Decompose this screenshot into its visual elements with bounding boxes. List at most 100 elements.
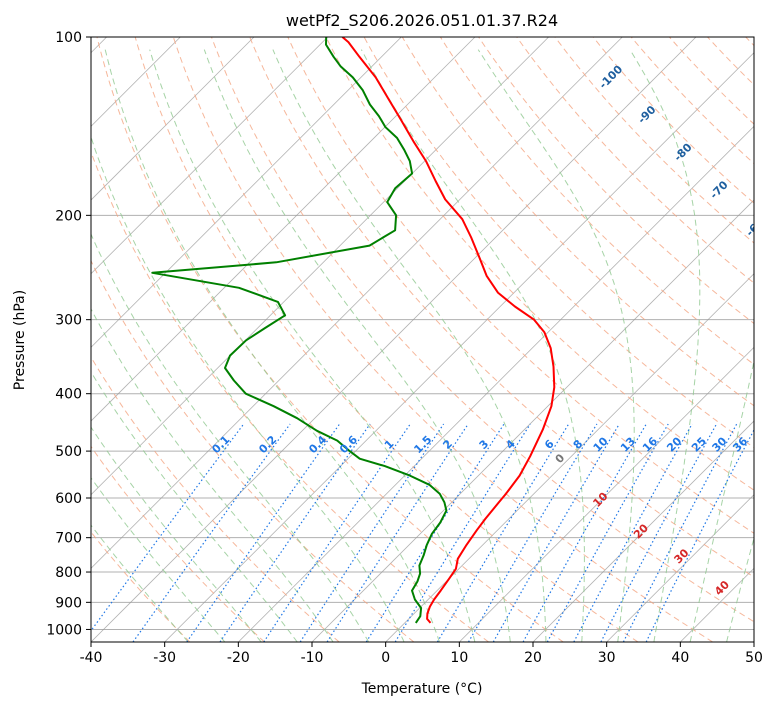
dry-adiabat-line	[91, 445, 265, 642]
x-tick-label: 10	[450, 650, 468, 666]
moist-adiabat-line	[91, 370, 298, 642]
mixing-ratio-line	[365, 423, 505, 642]
isotherm-line	[311, 199, 754, 642]
dry-adiabat-label: -100	[597, 63, 626, 92]
mixing-ratio-label: 0.1	[209, 433, 232, 456]
dry-adiabat-line	[211, 37, 754, 623]
mixing-ratio-line	[186, 423, 341, 642]
isotherm-line	[606, 494, 754, 642]
isotherm-line	[385, 273, 754, 642]
isotherm-line	[91, 37, 697, 642]
mixing-ratio-line	[645, 428, 754, 642]
moist-adiabat-line	[91, 524, 189, 642]
y-tick-label: 500	[55, 444, 82, 460]
moist-adiabat-line	[272, 49, 547, 642]
mixing-ratio-line	[622, 423, 738, 642]
dry-adiabat-line	[401, 37, 754, 407]
mixing-ratio-label: 8	[571, 437, 586, 452]
dry-adiabat-line	[172, 37, 713, 642]
isotherm-line	[91, 37, 255, 201]
dry-adiabat-line	[592, 37, 754, 204]
moist-adiabat-label: 0	[553, 451, 568, 466]
mixing-ratio-label: 1.5	[411, 433, 434, 456]
dry-adiabat-line	[91, 356, 340, 642]
moist-adiabat-line	[104, 49, 440, 642]
x-tick-label: 40	[671, 650, 689, 666]
moist-adiabat-line	[477, 49, 635, 642]
x-tick-label: -10	[301, 650, 324, 666]
dry-adiabat-line	[554, 37, 754, 244]
isotherm-line	[680, 567, 754, 642]
dry-adiabat-line	[516, 37, 754, 284]
mixing-ratio-line	[492, 423, 620, 642]
mixing-ratio-line	[394, 423, 531, 642]
mixing-ratio-label: 0.2	[256, 433, 279, 456]
y-axis-ticks: 100 200 300 400 500 600 700 800 900 1000	[46, 30, 91, 638]
dry-adiabat-line	[134, 37, 639, 642]
dry-adiabat-label: -70	[707, 178, 730, 201]
line-annotations: -100-90-80-70-60-50-40-30-20-100.10.20.4…	[209, 63, 766, 599]
x-tick-label: 20	[524, 650, 542, 666]
y-tick-label: 800	[55, 565, 82, 581]
dry-adiabats	[91, 37, 754, 642]
moist-adiabat-label: 20	[631, 521, 651, 541]
isotherm-line	[91, 37, 328, 275]
dewpoint-profile-line	[151, 37, 448, 624]
isotherm-line	[91, 37, 402, 348]
mixing-ratio-label: 25	[689, 435, 709, 455]
dry-adiabat-line	[478, 37, 754, 325]
x-tick-label: -40	[80, 650, 103, 666]
moist-adiabat-line	[91, 135, 405, 642]
y-tick-label: 300	[55, 313, 82, 329]
dry-adiabat-line	[325, 37, 754, 491]
mixing-ratio-line	[299, 423, 445, 642]
x-tick-label: -20	[227, 650, 250, 666]
mixing-ratio-label: 6	[542, 437, 557, 452]
dry-adiabat-line	[91, 259, 415, 642]
moist-adiabat-line	[91, 232, 370, 642]
mixing-ratio-label: 0.4	[306, 433, 329, 456]
dry-adiabat-line	[363, 37, 754, 449]
isotherm-line	[238, 125, 754, 642]
y-tick-label: 700	[55, 531, 82, 547]
isotherm-line	[91, 37, 549, 496]
x-tick-label: -30	[153, 650, 176, 666]
x-axis-ticks: -40 -30 -20 -10 0 10 20 30 40 50	[80, 642, 763, 666]
y-tick-label: 100	[55, 30, 82, 46]
mixing-ratio-label: 3	[477, 437, 492, 452]
x-tick-label: 0	[381, 650, 390, 666]
mixing-ratio-label: 13	[618, 435, 638, 455]
dry-adiabat-line	[249, 37, 754, 578]
isotherm-line	[91, 37, 623, 569]
dry-adiabat-line	[707, 37, 754, 86]
mixing-ratio-line	[326, 423, 469, 642]
x-axis-label: Temperature (°C)	[361, 681, 483, 697]
sounding-series	[151, 37, 556, 624]
isotherm-line	[753, 641, 754, 642]
y-tick-label: 900	[55, 595, 82, 611]
dry-adiabat-label: -60	[743, 216, 766, 239]
y-tick-label: 400	[55, 387, 82, 403]
moist-adiabat-line	[629, 49, 701, 642]
isotherm-line	[164, 52, 754, 642]
mixing-ratio-line	[546, 423, 669, 642]
mixing-ratio-label: 2	[440, 437, 455, 452]
moist-adiabat-label: 10	[590, 490, 610, 510]
mixing-ratio-line	[573, 423, 693, 642]
y-tick-label: 600	[55, 491, 82, 507]
temperature-profile-line	[341, 37, 556, 624]
dry-adiabat-line	[96, 37, 564, 642]
y-tick-label: 1000	[46, 622, 82, 638]
dry-adiabat-label: -80	[671, 140, 694, 163]
mixing-ratio-line	[91, 423, 245, 632]
moist-adiabat-label: 40	[712, 578, 732, 598]
moist-adiabat-label: 30	[672, 546, 692, 566]
moist-adiabat-line	[726, 536, 754, 642]
isotherm-line	[532, 420, 754, 642]
isotherm-line	[459, 346, 754, 642]
moist-adiabat-line	[203, 49, 511, 642]
mixing-ratio-lines	[91, 423, 754, 642]
moist-adiabats	[91, 49, 754, 642]
isotherm-line	[91, 37, 476, 422]
